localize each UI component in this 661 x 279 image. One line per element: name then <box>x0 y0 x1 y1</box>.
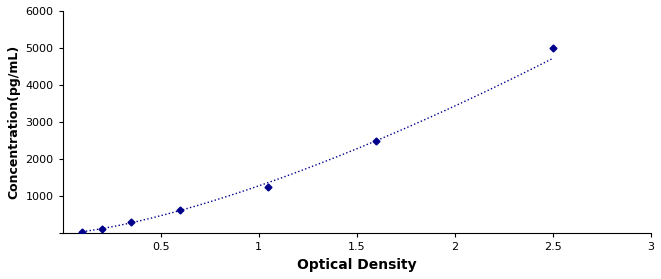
X-axis label: Optical Density: Optical Density <box>297 258 416 272</box>
Y-axis label: Concentration(pg/mL): Concentration(pg/mL) <box>7 45 20 199</box>
